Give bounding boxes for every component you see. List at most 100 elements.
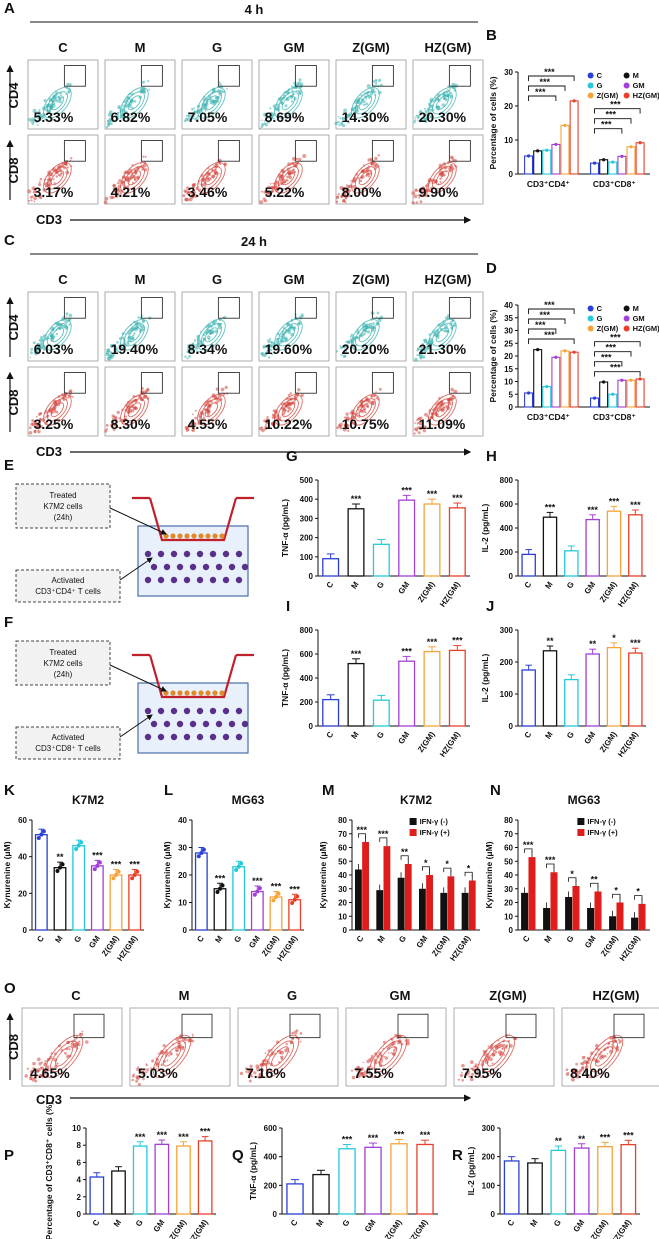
data-point — [629, 378, 633, 382]
significance-mark: *** — [545, 502, 556, 512]
x-tick-label: M — [349, 580, 360, 591]
bar-HZ(GM) — [628, 652, 643, 727]
y-tick-label: 5 — [509, 390, 514, 399]
legend-label: Z(GM) — [597, 324, 619, 333]
flow-event-dot — [44, 1060, 47, 1063]
x-tick-label: C — [523, 580, 534, 590]
x-tick-label: C — [523, 730, 534, 740]
tumor-cell — [184, 533, 190, 539]
flow-event-dot — [342, 199, 346, 203]
legend-label: Z(GM) — [597, 91, 619, 100]
tcell — [144, 576, 152, 584]
flow-percent-label: 10.22% — [265, 416, 313, 432]
legend-label: HZ(GM) — [633, 91, 659, 100]
flow-event-dot — [192, 413, 194, 416]
flow-event-dot — [44, 117, 47, 121]
y-tick-label: 8 — [77, 1141, 82, 1150]
y-tick-label: 100 — [300, 553, 314, 562]
significance-mark: *** — [427, 489, 438, 499]
flow-event-dot — [194, 117, 199, 122]
flow-plot: 10.75% — [335, 366, 407, 437]
chart-I: I 0 200 400 600 800 TNF-α (pg/mL) C *** M G *** GM **… — [280, 598, 470, 759]
flow-event-dot — [212, 330, 215, 333]
flow-event-dot — [445, 404, 449, 408]
tumor-cell — [198, 533, 204, 539]
tumor-cell — [212, 690, 218, 696]
flow-event-dot — [193, 107, 196, 109]
x-tick-label: M — [112, 1218, 123, 1229]
flow-event-dot — [41, 115, 45, 119]
significance-mark: *** — [601, 120, 612, 130]
chart-L: L 0 10 20 30 40 Kynurenine (μM) MG63 C *** M G *** GM… — [162, 782, 304, 963]
data-point — [638, 141, 642, 145]
flow-event-dot — [184, 117, 188, 122]
flow-event-dot — [129, 335, 134, 340]
tcell — [202, 720, 210, 728]
flow-event-dot — [45, 185, 48, 188]
panel-letter: H — [486, 448, 497, 465]
flow-event-dot — [65, 312, 69, 316]
flow-event-dot — [33, 196, 37, 201]
x-tick-label: GM — [397, 580, 412, 596]
y-tick-label: 0 — [309, 572, 314, 581]
bar-C — [524, 155, 534, 175]
flow-event-dot — [32, 191, 36, 194]
flow-contour — [46, 91, 68, 115]
significance-mark: *** — [535, 87, 546, 97]
significance-mark: *** — [401, 646, 412, 656]
significance-mark: ** — [546, 636, 554, 646]
flow-event-dot — [599, 1056, 603, 1060]
flow-percent-label: 4.65% — [30, 1065, 70, 1081]
x-tick-label: M — [543, 730, 554, 741]
flow-contour — [120, 162, 149, 194]
flow-event-dot — [415, 201, 419, 204]
group-label: M — [135, 272, 146, 287]
bar-GM — [551, 143, 561, 175]
tumor-cell — [163, 533, 169, 539]
flow-event-dot — [36, 124, 39, 127]
data-point — [95, 863, 100, 868]
flow-event-dot — [54, 98, 59, 103]
flow-event-dot — [68, 313, 73, 318]
tcell — [183, 576, 191, 584]
flow-event-dot — [291, 1031, 294, 1035]
bar-M — [533, 349, 543, 408]
flow-event-dot — [68, 323, 71, 326]
flow-event-dot — [494, 1050, 498, 1054]
flow-percent-label: 20.30% — [419, 109, 467, 125]
x-tick-label: M — [53, 934, 64, 945]
flow-event-dot — [346, 193, 351, 198]
bar-Z(GM) — [560, 350, 570, 408]
flow-contour — [354, 166, 376, 190]
data-point — [271, 898, 276, 903]
data-point — [39, 832, 44, 837]
flow-gate — [63, 140, 86, 162]
chart-title: MG63 — [568, 793, 601, 807]
flow-event-dot — [269, 114, 273, 118]
flow-event-dot — [286, 175, 289, 179]
flow-event-dot — [191, 1039, 195, 1043]
flow-event-dot — [175, 1049, 178, 1052]
flow-event-dot — [414, 422, 416, 424]
y-tick-label: 100 — [500, 690, 514, 699]
flow-contour — [123, 91, 145, 115]
flow-event-dot — [202, 183, 206, 187]
chart-D: D 0 5 10 15 20 25 30 35 40 Percentage of cells (%)… — [486, 260, 659, 422]
panel-letter: L — [164, 782, 173, 799]
tumor-cell — [177, 690, 183, 696]
x-tick-label: G — [375, 730, 386, 740]
flow-event-dot — [423, 117, 425, 120]
flow-percent-label: 3.25% — [34, 416, 74, 432]
significance-mark: *** — [215, 873, 226, 883]
y-tick-label: 0 — [491, 1210, 496, 1219]
flow-percent-label: 8.30% — [111, 416, 151, 432]
flow-contour — [277, 166, 299, 190]
data-point — [554, 142, 558, 147]
flow-event-dot — [418, 190, 421, 193]
tcell — [228, 563, 236, 571]
significance-mark: ** — [578, 1134, 586, 1144]
flow-percent-label: 5.22% — [265, 184, 305, 200]
flow-event-dot — [365, 174, 368, 177]
legend-label: GM — [633, 314, 645, 323]
flow-event-dot — [259, 426, 263, 431]
